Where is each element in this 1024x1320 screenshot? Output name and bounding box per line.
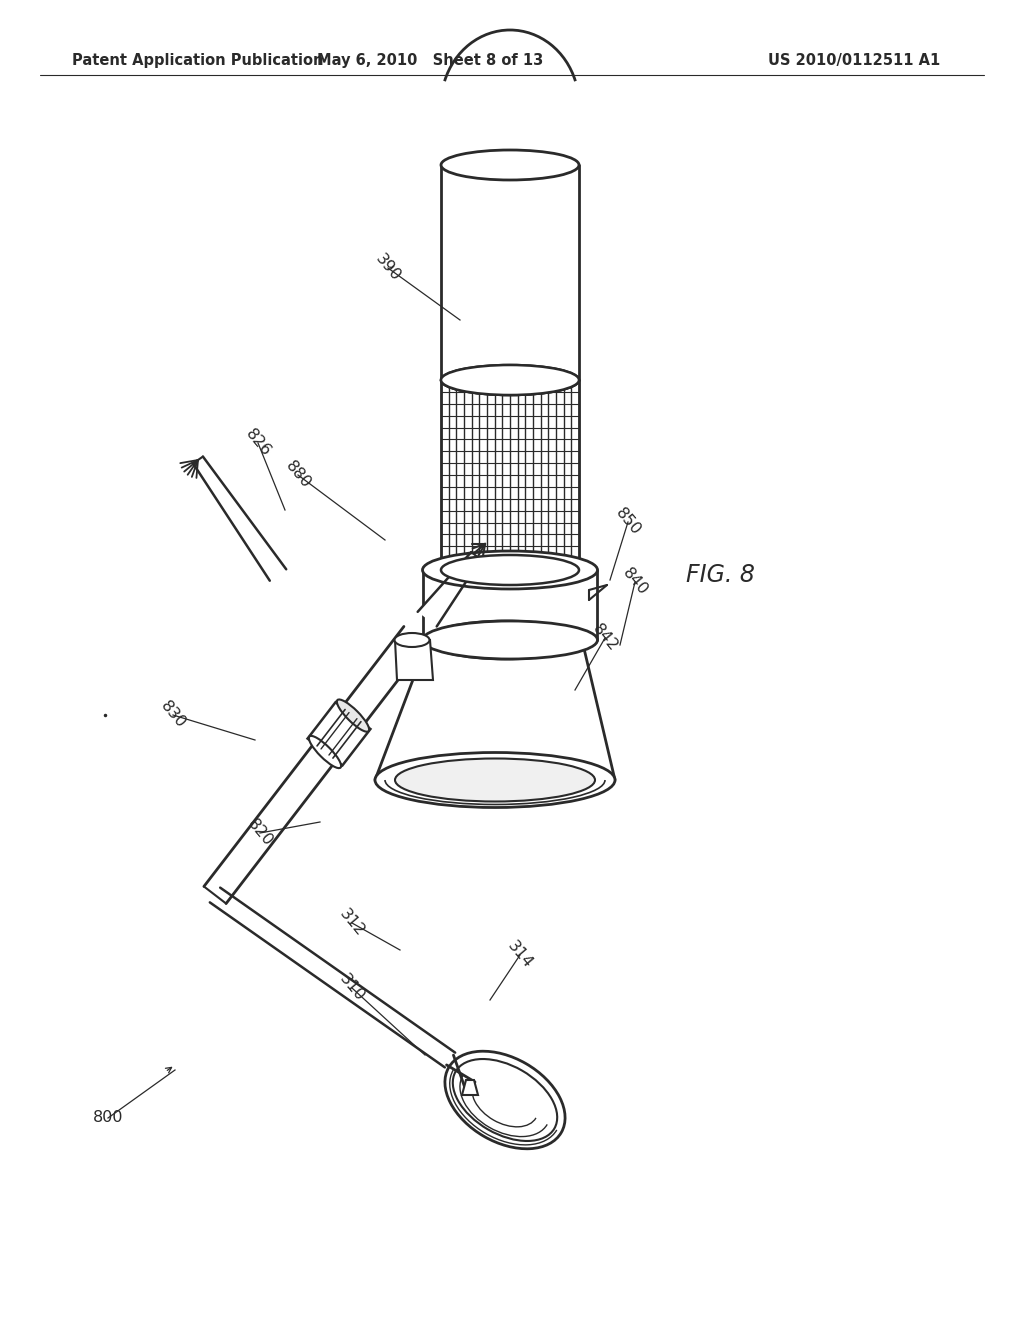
Ellipse shape bbox=[309, 735, 341, 768]
Ellipse shape bbox=[375, 752, 615, 808]
Ellipse shape bbox=[394, 634, 429, 647]
Ellipse shape bbox=[441, 366, 579, 395]
Text: 850: 850 bbox=[612, 506, 643, 539]
Ellipse shape bbox=[444, 1051, 565, 1148]
Text: FIG. 8: FIG. 8 bbox=[685, 564, 755, 587]
Polygon shape bbox=[462, 1080, 478, 1096]
Ellipse shape bbox=[441, 554, 579, 585]
Text: 840: 840 bbox=[620, 565, 650, 598]
Text: 312: 312 bbox=[337, 907, 368, 940]
Text: 842: 842 bbox=[590, 622, 621, 655]
Ellipse shape bbox=[453, 1059, 557, 1140]
Polygon shape bbox=[395, 640, 433, 680]
Ellipse shape bbox=[423, 620, 597, 659]
Text: 390: 390 bbox=[373, 252, 403, 284]
Text: 800: 800 bbox=[93, 1110, 123, 1126]
Polygon shape bbox=[375, 640, 615, 780]
Text: Patent Application Publication: Patent Application Publication bbox=[72, 53, 324, 67]
Polygon shape bbox=[210, 887, 456, 1068]
Text: 830: 830 bbox=[158, 698, 188, 731]
Polygon shape bbox=[307, 702, 371, 766]
Ellipse shape bbox=[423, 550, 597, 589]
Polygon shape bbox=[441, 380, 579, 570]
Text: May 6, 2010   Sheet 8 of 13: May 6, 2010 Sheet 8 of 13 bbox=[316, 53, 543, 67]
Polygon shape bbox=[441, 165, 579, 380]
Polygon shape bbox=[204, 627, 426, 903]
Ellipse shape bbox=[427, 620, 583, 659]
Polygon shape bbox=[418, 552, 480, 627]
Polygon shape bbox=[423, 570, 597, 640]
Text: 880: 880 bbox=[283, 458, 313, 491]
Ellipse shape bbox=[441, 150, 579, 180]
Ellipse shape bbox=[441, 366, 579, 395]
Text: 820: 820 bbox=[245, 817, 275, 850]
Ellipse shape bbox=[395, 759, 595, 801]
Text: 314: 314 bbox=[505, 939, 536, 972]
Polygon shape bbox=[194, 457, 287, 581]
Ellipse shape bbox=[337, 700, 369, 731]
Text: US 2010/0112511 A1: US 2010/0112511 A1 bbox=[768, 53, 940, 67]
Text: 310: 310 bbox=[337, 972, 368, 1005]
Text: 826: 826 bbox=[243, 426, 273, 459]
